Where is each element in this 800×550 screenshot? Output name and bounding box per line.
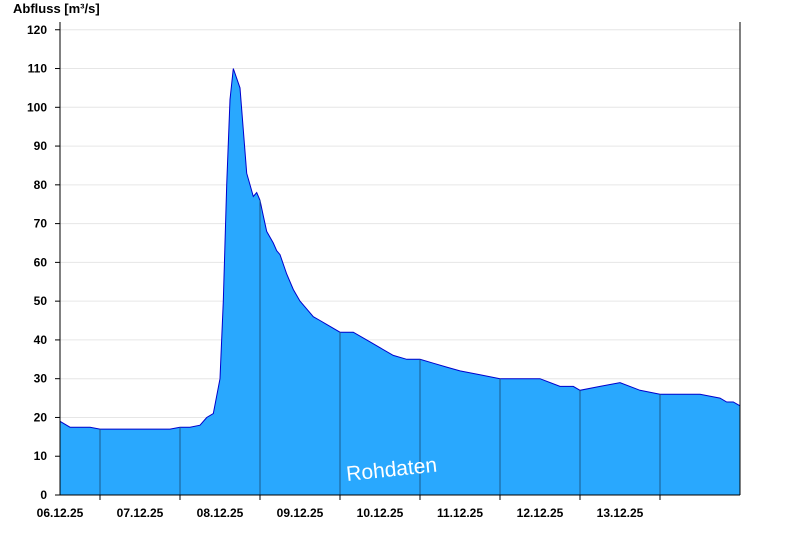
x-tick-label: 10.12.25 [357, 506, 404, 520]
y-tick-label: 120 [27, 23, 47, 37]
y-axis-label: Abfluss [m³/s] [13, 1, 100, 16]
y-tick-label: 70 [34, 217, 48, 231]
series-line [59, 68, 741, 430]
y-tick-label: 100 [27, 100, 47, 114]
y-tick-label: 40 [34, 333, 48, 347]
axes [59, 22, 741, 496]
y-tick-label: 80 [34, 178, 48, 192]
y-tick-label: 20 [34, 410, 48, 424]
x-tick-label: 09.12.25 [277, 506, 324, 520]
y-tick-label: 10 [34, 449, 48, 463]
y-tick-label: 60 [34, 255, 48, 269]
gridlines [60, 29, 740, 457]
y-tick-label: 50 [34, 294, 48, 308]
area-fill [60, 68, 740, 495]
y-tick-label: 90 [34, 139, 48, 153]
x-tick-label: 11.12.25 [437, 506, 483, 520]
x-tick-label: 07.12.25 [117, 506, 164, 520]
x-tick-label: 08.12.25 [197, 506, 244, 520]
y-tick-label: 30 [34, 372, 48, 386]
data-area [59, 68, 741, 495]
y-ticks: 0 10 20 30 40 50 60 70 80 90 100 110 120 [27, 23, 60, 502]
day-boundary-lines [99, 200, 661, 495]
x-tick-label: 12.12.25 [517, 506, 564, 520]
y-tick-label: 0 [40, 488, 47, 502]
y-tick-label: 110 [28, 62, 48, 76]
x-ticks: 06.12.25 07.12.25 08.12.25 09.12.25 10.12.25… [37, 495, 661, 520]
x-tick-label: 06.12.25 [37, 506, 84, 520]
x-tick-label: 13.12.25 [597, 506, 644, 520]
